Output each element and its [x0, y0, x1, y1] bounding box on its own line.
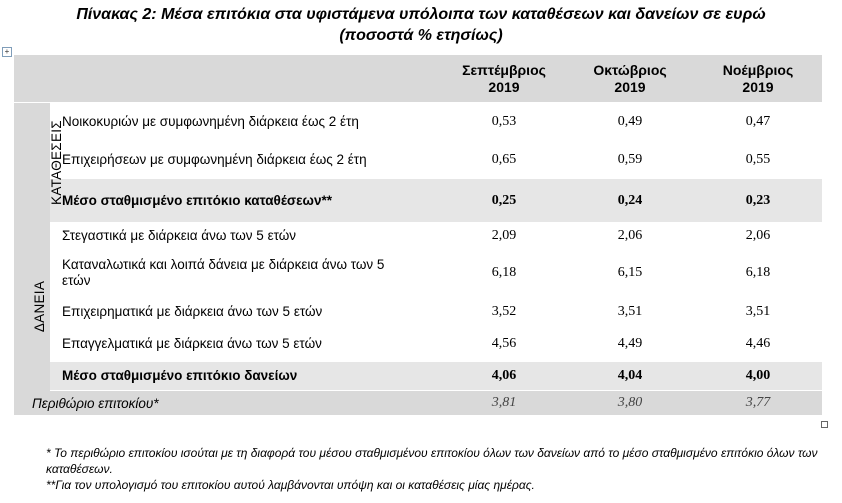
- move-handle-icon[interactable]: +: [2, 47, 12, 57]
- group-label-text: ΔΑΝΕΙΑ: [32, 280, 48, 333]
- table-row: ΚΑΤΑΘΕΣΕΙΣ Νοικοκυριών με συμφωνημένη δι…: [14, 102, 822, 223]
- cell-value: 4,00: [694, 361, 822, 391]
- cell-value: 0,59: [566, 140, 694, 179]
- cell-value: 4,49: [566, 326, 694, 362]
- loans-group-label: ΔΑΝΕΙΑ: [14, 222, 50, 391]
- group-label-text: ΚΑΤΑΘΕΣΕΙΣ: [48, 120, 64, 205]
- cell-value: 0,25: [442, 178, 566, 223]
- table-row-total: Μέσο σταθμισμένο επιτόκιο δανείων 4,06 4…: [14, 361, 822, 391]
- cell-value: 3,77: [694, 390, 822, 416]
- table-row-total: Μέσο σταθμισμένο επιτόκιο καταθέσεων** 0…: [14, 178, 822, 223]
- month-name: Νοέμβριος: [722, 61, 794, 78]
- title-line-2: (ποσοστά % ετησίως): [339, 27, 503, 44]
- month-year: 2019: [742, 78, 774, 95]
- cell-value: 3,52: [442, 296, 566, 327]
- cell-value: 4,06: [442, 361, 566, 391]
- row-label: Μέσο σταθμισμένο επιτόκιο καταθέσεων**: [50, 178, 442, 223]
- row-label: Μέσο σταθμισμένο επιτόκιο δανείων: [50, 361, 442, 391]
- cell-value: 0,55: [694, 140, 822, 179]
- title-line-1: Πίνακας 2: Μέσα επιτόκια στα υφιστάμενα …: [76, 6, 766, 23]
- cell-value: 0,47: [694, 102, 822, 141]
- header-month-sep: Σεπτέμβριος 2019: [442, 55, 566, 103]
- margin-row: Περιθώριο επιτοκίου* 3,81 3,80 3,77: [14, 390, 822, 416]
- cell-value: 4,56: [442, 326, 566, 362]
- row-label: Καταναλωτικά και λοιπά δάνεια με διάρκει…: [50, 248, 442, 297]
- cell-value: 2,09: [442, 222, 566, 249]
- month-name: Σεπτέμβριος: [462, 61, 546, 78]
- cell-value: 3,81: [442, 390, 566, 416]
- month-year: 2019: [614, 78, 646, 95]
- header-month-oct: Οκτώβριος 2019: [566, 55, 694, 103]
- row-label: Επαγγελματικά με διάρκεια άνω των 5 ετών: [50, 326, 442, 362]
- resize-handle-icon[interactable]: [821, 421, 828, 428]
- cell-value: 3,51: [694, 296, 822, 327]
- cell-value: 0,53: [442, 102, 566, 141]
- table-title: Πίνακας 2: Μέσα επιτόκια στα υφιστάμενα …: [0, 4, 842, 46]
- row-label: Επιχειρηματικά με διάρκεια άνω των 5 ετώ…: [50, 296, 442, 327]
- cell-value: 6,15: [566, 248, 694, 297]
- cell-value: 2,06: [694, 222, 822, 249]
- table-row: Καταναλωτικά και λοιπά δάνεια με διάρκει…: [14, 248, 822, 297]
- cell-value: 6,18: [442, 248, 566, 297]
- cell-value: 0,23: [694, 178, 822, 223]
- month-year: 2019: [488, 78, 520, 95]
- month-name: Οκτώβριος: [593, 61, 667, 78]
- table-row: Επιχειρήσεων με συμφωνημένη διάρκεια έως…: [14, 140, 822, 179]
- header-month-nov: Νοέμβριος 2019: [694, 55, 822, 103]
- table-row: Επαγγελματικά με διάρκεια άνω των 5 ετών…: [14, 326, 822, 362]
- header-corner: [14, 55, 442, 103]
- cell-value: 0,24: [566, 178, 694, 223]
- table-row: ΔΑΝΕΙΑ Στεγαστικά με διάρκεια άνω των 5 …: [14, 222, 822, 391]
- row-label: Στεγαστικά με διάρκεια άνω των 5 ετών: [50, 222, 442, 249]
- interest-rates-table: Σεπτέμβριος 2019 Οκτώβριος 2019 Νοέμβριο…: [14, 55, 822, 416]
- cell-value: 4,46: [694, 326, 822, 362]
- cell-value: 2,06: [566, 222, 694, 249]
- cell-value: 0,65: [442, 140, 566, 179]
- cell-value: 3,80: [566, 390, 694, 416]
- footnotes: * Το περιθώριο επιτοκίου ισούται με τη δ…: [46, 445, 826, 493]
- row-label: Επιχειρήσεων με συμφωνημένη διάρκεια έως…: [50, 140, 442, 179]
- footnote-1: * Το περιθώριο επιτοκίου ισούται με τη δ…: [46, 446, 818, 476]
- footnote-2: **Για τον υπολογισμό του επιτοκίου αυτού…: [46, 478, 535, 492]
- row-label: Περιθώριο επιτοκίου*: [14, 390, 442, 416]
- cell-value: 0,49: [566, 102, 694, 141]
- row-label: Νοικοκυριών με συμφωνημένη διάρκεια έως …: [50, 102, 442, 141]
- header-row: Σεπτέμβριος 2019 Οκτώβριος 2019 Νοέμβριο…: [14, 55, 822, 103]
- cell-value: 3,51: [566, 296, 694, 327]
- cell-value: 4,04: [566, 361, 694, 391]
- deposits-group-label: ΚΑΤΑΘΕΣΕΙΣ: [14, 102, 64, 223]
- cell-value: 6,18: [694, 248, 822, 297]
- table-row: Επιχειρηματικά με διάρκεια άνω των 5 ετώ…: [14, 296, 822, 327]
